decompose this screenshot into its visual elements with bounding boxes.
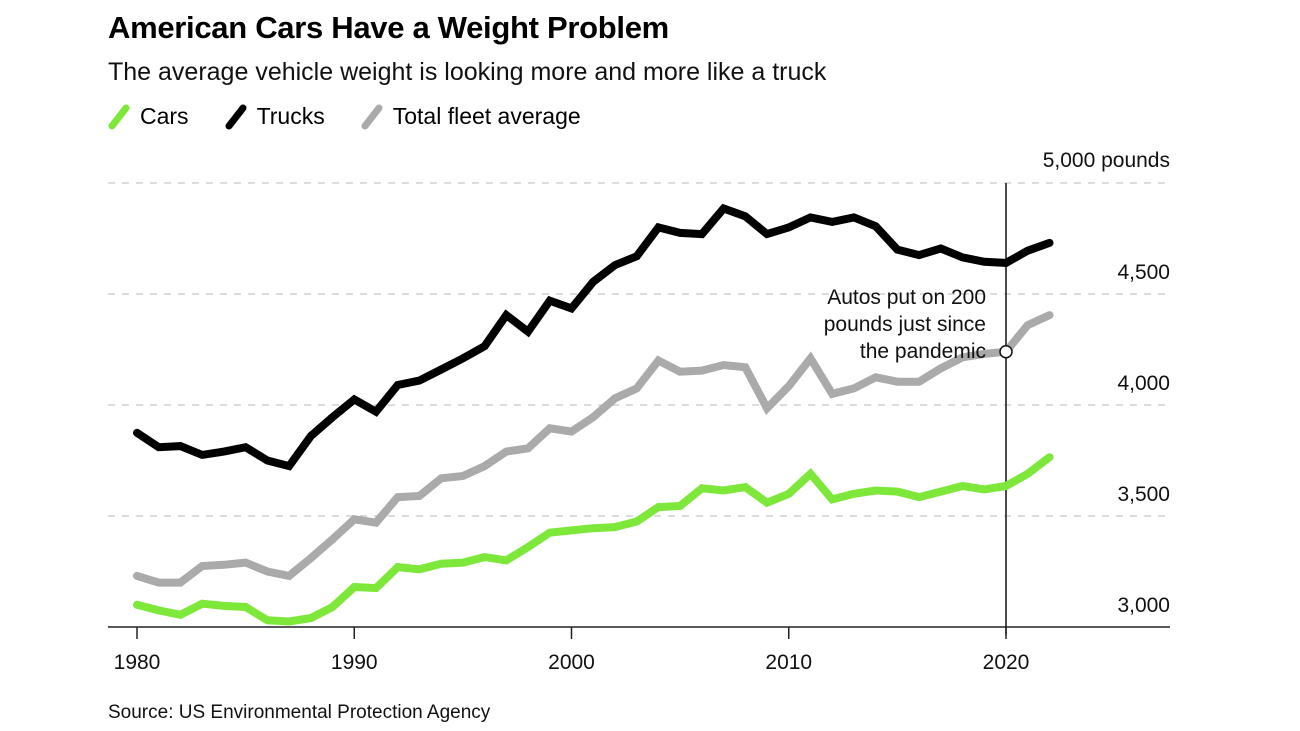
legend-label-trucks: Trucks [256,103,325,129]
series-line-total-fleet-average [133,311,1054,587]
chart-title: American Cars Have a Weight Problem [108,10,669,45]
y-tick-label: 3,000 [1117,594,1170,617]
legend-label-cars: Cars [140,103,189,129]
y-tick-label: 5,000 pounds [1043,149,1170,172]
x-axis: 1980 1990 2000 2010 2020 [108,626,1170,674]
y-tick-label: 4,000 [1117,372,1170,395]
legend-swatch-trucks [225,104,247,129]
legend-swatch-cars [108,104,130,129]
annotation-text-line: Autos put on 200 [827,286,986,309]
annotation-group: Autos put on 200 pounds just since the pan… [824,286,1013,363]
series-line-trucks [133,203,1054,471]
x-tick-label: 2000 [548,651,595,674]
legend-item-cars: Cars [108,103,189,130]
legend-item-trucks: Trucks [225,103,325,130]
legend-swatch-line [225,104,247,129]
x-tick-label: 2010 [765,651,812,674]
legend-item-total: Total fleet average [361,103,581,130]
annotation-marker [999,344,1013,359]
y-axis-labels: 3,000 3,500 4,000 4,500 5,000 pounds [1043,149,1170,617]
series-line-cars [133,453,1054,626]
chart-subtitle: The average vehicle weight is looking mo… [108,58,827,86]
annotation-text-line: the pandemic [860,340,986,363]
legend-swatch-line [361,104,383,129]
annotation-text-line: pounds just since [824,313,986,336]
legend: Cars Trucks Total fleet average [108,103,617,130]
gridlines [108,182,1170,517]
x-tick-label: 1990 [331,651,378,674]
legend-swatch-line [108,104,130,129]
legend-label-total: Total fleet average [392,103,581,129]
y-tick-label: 4,500 [1117,261,1170,284]
source-note: Source: US Environmental Protection Agen… [108,702,491,723]
x-tick-label: 2020 [983,651,1030,674]
legend-swatch-total [361,104,383,129]
series-lines [133,203,1054,626]
y-tick-label: 3,500 [1117,483,1170,506]
x-tick-label: 1980 [114,651,161,674]
